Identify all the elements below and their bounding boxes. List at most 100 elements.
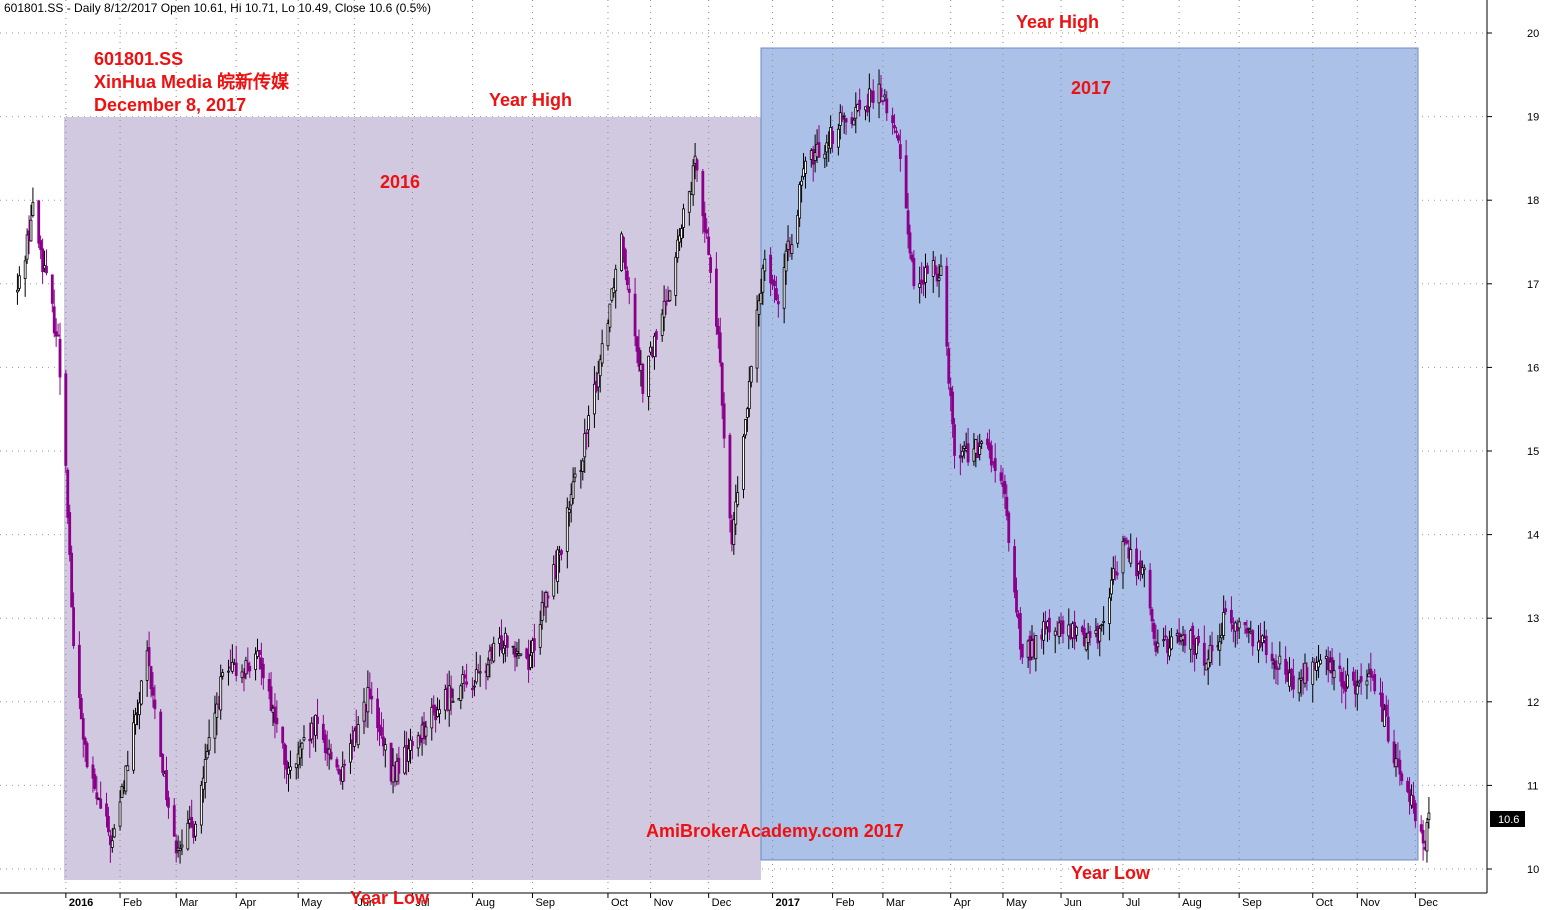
candle-body: [207, 737, 211, 751]
candle-body: [1276, 668, 1280, 670]
candle-body: [790, 244, 794, 254]
candle-body: [585, 432, 589, 435]
candle-body: [935, 273, 939, 282]
candle-body: [1191, 625, 1195, 645]
candle-body: [281, 726, 285, 744]
candle-body: [230, 661, 234, 672]
candle-body: [186, 822, 190, 850]
candle-body: [376, 698, 379, 729]
candle-body: [966, 443, 970, 463]
candle-body: [949, 387, 953, 396]
candle-body: [744, 419, 747, 436]
candle-body: [64, 373, 68, 466]
candle-body: [368, 688, 372, 700]
candle-body: [294, 763, 298, 769]
candle-body: [664, 302, 668, 306]
year-low-2016-label: Year Low: [350, 888, 430, 908]
candle-body: [366, 687, 370, 713]
candle-body: [1218, 641, 1222, 651]
candle-body: [52, 306, 56, 334]
candle-body: [1018, 613, 1022, 650]
candle-body: [755, 309, 759, 369]
candle-body: [58, 338, 62, 378]
candle-body: [691, 165, 695, 196]
candle-body: [138, 702, 141, 716]
candle-body: [215, 703, 219, 718]
x-tick-label: Nov: [654, 897, 674, 909]
candle-body: [1098, 627, 1102, 642]
candle-body: [972, 448, 976, 462]
candle-body: [947, 348, 951, 384]
candle-body: [1084, 637, 1088, 651]
candle-body: [540, 602, 544, 621]
candle-body: [1398, 759, 1402, 775]
candle-body: [1278, 655, 1282, 665]
candle-body: [953, 424, 956, 456]
candle-body: [881, 100, 885, 103]
candle-body: [465, 681, 469, 685]
candle-body: [132, 722, 135, 771]
candle-body: [993, 458, 997, 472]
candle-body: [720, 362, 724, 406]
y-tick-label: 11: [1527, 780, 1538, 792]
candle-body: [924, 267, 927, 283]
candle-body: [287, 767, 290, 775]
candles: [16, 69, 1431, 864]
candle-body: [583, 433, 587, 458]
candle-body: [120, 786, 124, 798]
candle-body: [1168, 647, 1171, 657]
y-tick-label: 15: [1527, 446, 1539, 458]
candle-body: [149, 666, 153, 690]
candle-body: [804, 160, 807, 174]
vertical-gridlines: [65, 0, 1416, 893]
candle-body: [1005, 496, 1009, 517]
candle-body: [1169, 636, 1173, 650]
x-tick-label: 2016: [69, 897, 93, 909]
candle-body: [91, 764, 95, 779]
candle-body: [573, 473, 577, 478]
candle-body: [529, 655, 532, 668]
candle-body: [782, 267, 786, 309]
candle-body: [147, 647, 151, 666]
x-tick-label: Jun: [357, 897, 375, 909]
candle-body: [627, 288, 631, 293]
y-tick-label: 20: [1527, 28, 1539, 40]
candle-body: [1274, 660, 1278, 670]
candle-body: [1332, 670, 1336, 679]
candle-body: [362, 701, 366, 722]
candle-body: [660, 313, 664, 336]
candle-body: [165, 770, 168, 801]
candle-body: [1109, 579, 1113, 595]
candle-body: [221, 672, 225, 677]
candle-body: [1222, 612, 1226, 636]
candle-body: [695, 159, 699, 171]
candle-body: [908, 232, 912, 254]
candle-body: [633, 293, 637, 337]
candle-body: [945, 265, 949, 347]
candle-body: [267, 678, 271, 692]
last-price-box: [1490, 811, 1525, 827]
candle-body: [858, 99, 862, 110]
candle-body: [167, 797, 170, 808]
candle-body: [962, 445, 966, 449]
candle-body: [885, 98, 889, 114]
x-tick-label: Oct: [1316, 897, 1333, 909]
candle-body: [1359, 676, 1363, 682]
candle-body: [1413, 802, 1417, 822]
candle-body: [1020, 643, 1024, 658]
y-tick-label: 19: [1527, 112, 1539, 124]
candle-body: [775, 288, 778, 301]
candle-body: [153, 699, 157, 710]
candle-body: [289, 766, 292, 771]
candle-body: [1338, 665, 1342, 670]
candle-body: [842, 115, 846, 118]
candle-body: [1197, 635, 1200, 644]
candle-body: [1142, 567, 1146, 571]
candle-body: [302, 737, 306, 741]
candle-body: [844, 118, 848, 123]
candle-body: [172, 805, 176, 837]
candle-body: [1115, 572, 1119, 576]
candle-body: [1384, 704, 1388, 716]
candle-body: [321, 723, 325, 740]
candle-body: [66, 469, 70, 518]
